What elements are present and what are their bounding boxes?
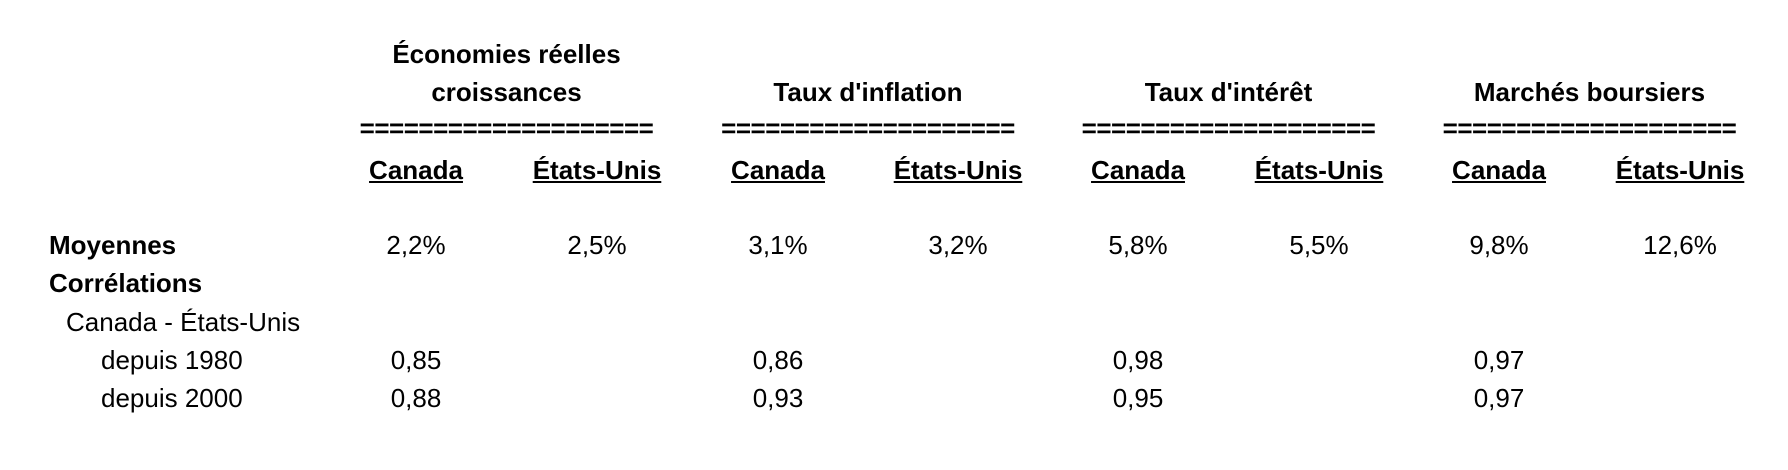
column-header: Canada: [1452, 155, 1546, 185]
group-separator: ====================: [1442, 113, 1737, 143]
row-label: depuis 1980: [101, 345, 243, 375]
cell-value: 0,98: [1112, 345, 1164, 375]
cell-value: 2,5%: [567, 230, 627, 260]
column-header: États-Unis: [1615, 155, 1745, 185]
cell-value: 3,2%: [928, 230, 988, 260]
cell-value: 0,86: [752, 345, 804, 375]
column-header: États-Unis: [1254, 155, 1384, 185]
column-header: Canada: [731, 155, 825, 185]
row-label: Canada - États-Unis: [66, 307, 301, 337]
group-title: Économies réelles croissances: [392, 39, 621, 107]
group-separator: ====================: [359, 113, 654, 143]
row-label: Moyennes: [49, 230, 177, 260]
cell-value: 0,85: [390, 345, 442, 375]
cell-value: 3,1%: [748, 230, 808, 260]
group-title: Marchés boursiers: [1473, 77, 1706, 107]
cell-value: 0,93: [752, 383, 804, 413]
group-title: Taux d'intérêt: [1144, 77, 1313, 107]
cell-value: 2,2%: [386, 230, 446, 260]
cell-value: 0,88: [390, 383, 442, 413]
cell-value: 0,95: [1112, 383, 1164, 413]
cell-value: 0,97: [1473, 383, 1525, 413]
cell-value: 12,6%: [1643, 230, 1717, 260]
cell-value: 5,8%: [1108, 230, 1168, 260]
column-header: Canada: [369, 155, 463, 185]
cell-value: 0,97: [1473, 345, 1525, 375]
cell-value: 5,5%: [1289, 230, 1349, 260]
row-label: depuis 2000: [101, 383, 243, 413]
cell-value: 9,8%: [1469, 230, 1529, 260]
column-header: États-Unis: [893, 155, 1023, 185]
group-separator: ====================: [1081, 113, 1376, 143]
row-label: Corrélations: [49, 268, 203, 298]
column-header: Canada: [1091, 155, 1185, 185]
column-header: États-Unis: [532, 155, 662, 185]
group-separator: ====================: [721, 113, 1015, 143]
group-title: Taux d'inflation: [773, 77, 963, 107]
